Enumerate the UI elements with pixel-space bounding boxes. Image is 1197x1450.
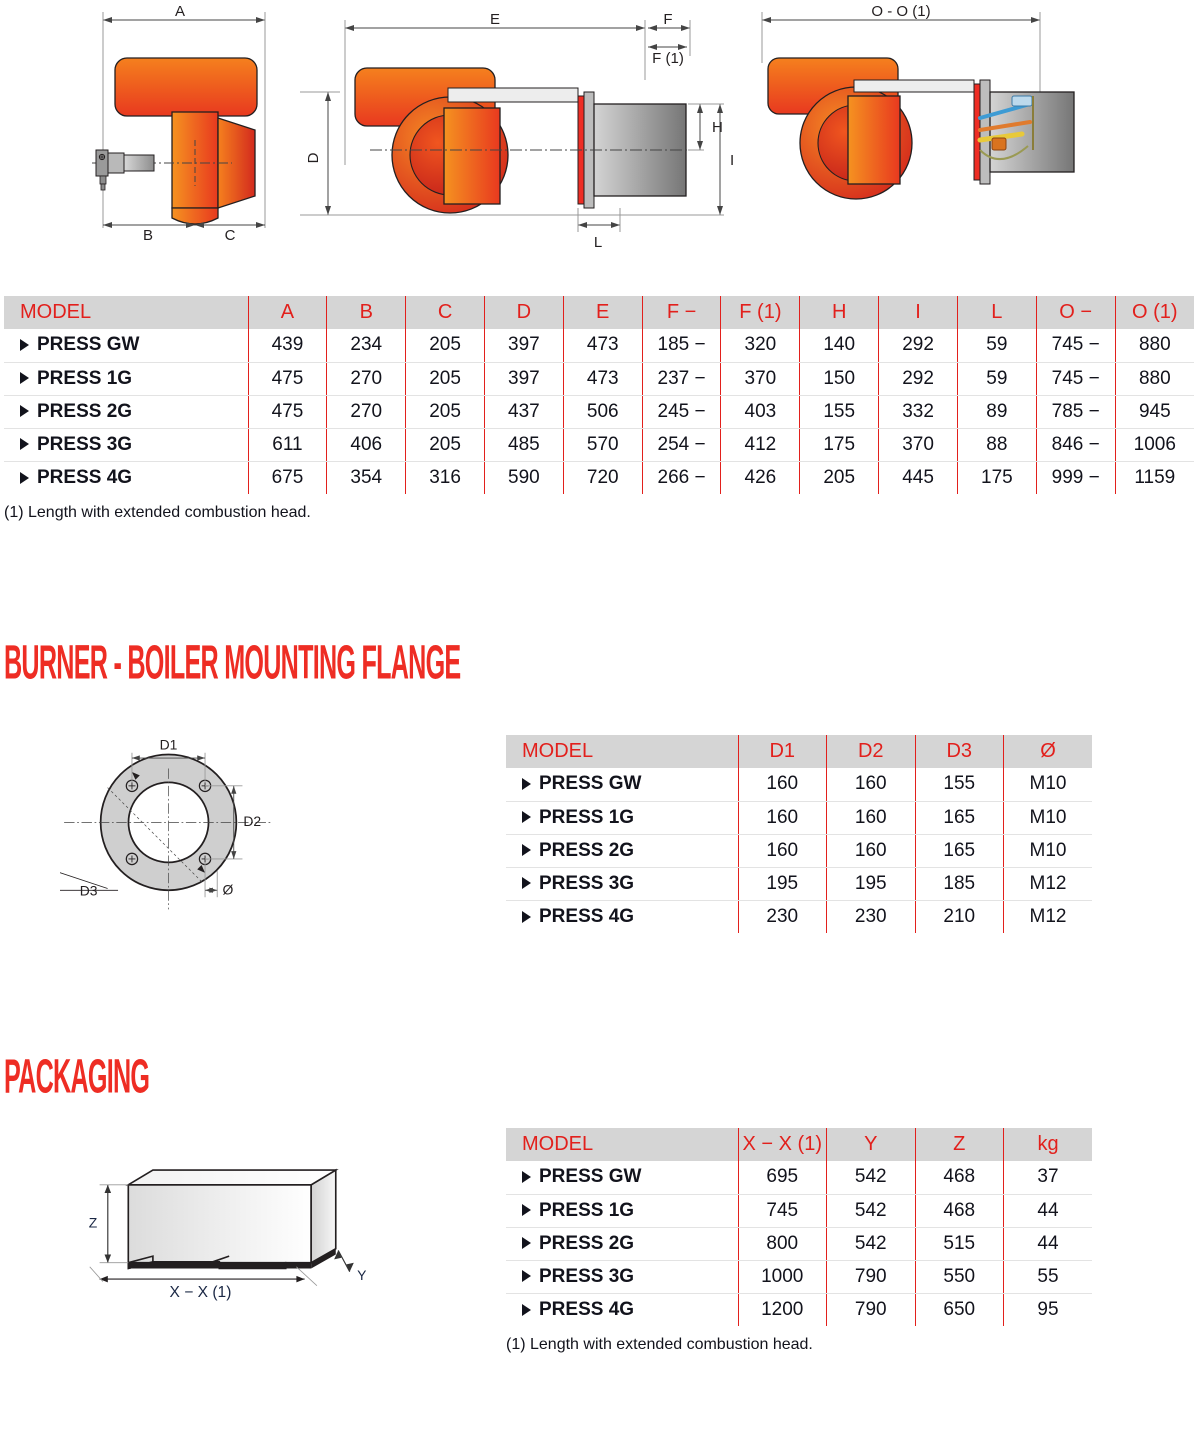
svg-text:B: B xyxy=(143,227,153,244)
svg-text:D: D xyxy=(305,152,322,163)
svg-text:Z: Z xyxy=(89,1214,98,1230)
svg-text:X − X (1): X − X (1) xyxy=(170,1284,232,1301)
svg-text:D1: D1 xyxy=(160,736,178,752)
svg-text:A: A xyxy=(175,3,185,20)
svg-text:E: E xyxy=(490,11,500,28)
svg-text:Ø: Ø xyxy=(222,882,233,898)
svg-text:Y: Y xyxy=(357,1267,366,1283)
svg-text:F (1): F (1) xyxy=(652,50,684,67)
svg-text:L: L xyxy=(594,234,602,251)
svg-text:D2: D2 xyxy=(243,813,261,829)
svg-text:F: F xyxy=(663,11,672,28)
svg-text:O - O (1): O - O (1) xyxy=(871,3,930,20)
svg-text:C: C xyxy=(225,227,236,244)
svg-text:I: I xyxy=(730,152,734,169)
svg-text:H: H xyxy=(712,119,723,136)
